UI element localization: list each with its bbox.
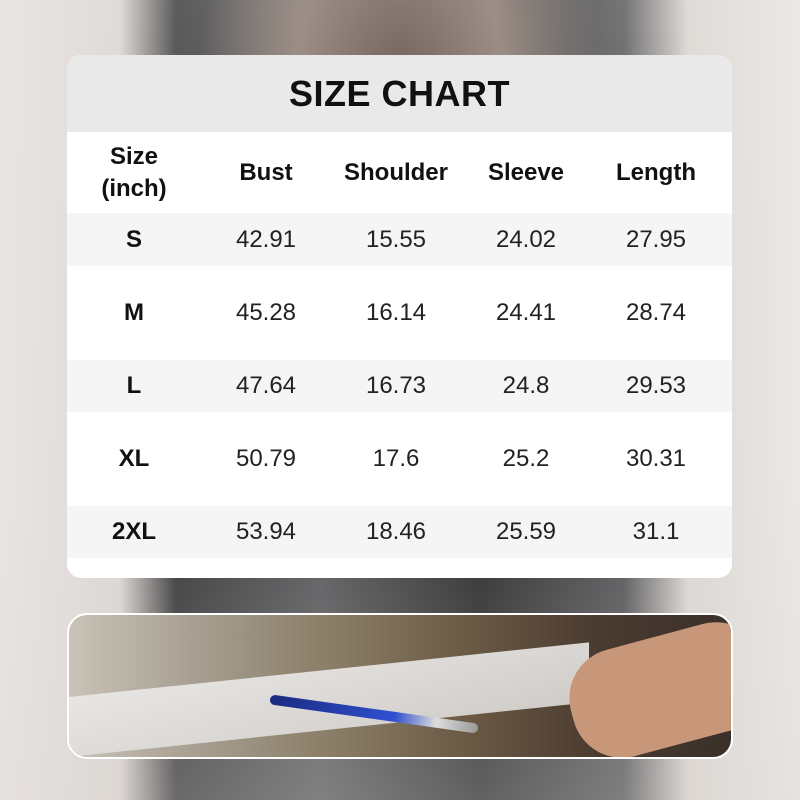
table-row: S 42.91 15.55 24.02 27.95 bbox=[67, 213, 732, 266]
bust-value: 50.79 bbox=[235, 445, 297, 473]
table-row: 2XL 53.94 18.46 25.59 31.1 bbox=[67, 506, 732, 558]
header-size: Size (inch) bbox=[67, 141, 201, 203]
header-size-line1: Size bbox=[109, 143, 159, 171]
sleeve-value: 25.2 bbox=[502, 445, 550, 473]
bust-value: 47.64 bbox=[235, 372, 297, 400]
hand-with-scissors-image bbox=[558, 615, 731, 757]
sleeve-value: 25.59 bbox=[495, 518, 557, 546]
header-length: Length bbox=[616, 158, 696, 186]
length-value: 29.53 bbox=[625, 372, 687, 400]
length-value: 27.95 bbox=[625, 225, 687, 253]
header-sleeve: Sleeve bbox=[487, 158, 565, 186]
size-chart-card: SIZE CHART Size (inch) Bust Shoulder Slee… bbox=[67, 55, 732, 578]
table-row: M 45.28 16.14 24.41 28.74 bbox=[67, 266, 732, 360]
sleeve-value: 24.41 bbox=[495, 299, 557, 327]
bust-value: 53.94 bbox=[235, 518, 297, 546]
sleeve-value: 24.02 bbox=[495, 225, 557, 253]
header-size-line2: (inch) bbox=[101, 174, 167, 202]
size-label: M bbox=[124, 299, 144, 327]
length-value: 30.31 bbox=[625, 445, 687, 473]
shoulder-value: 16.73 bbox=[365, 372, 427, 400]
fabric-paper bbox=[69, 642, 589, 757]
table-header-row: Size (inch) Bust Shoulder Sleeve Length bbox=[67, 132, 732, 213]
size-label: L bbox=[126, 372, 142, 400]
shoulder-value: 16.14 bbox=[365, 299, 427, 327]
length-value: 31.1 bbox=[632, 518, 680, 546]
bust-value: 45.28 bbox=[235, 299, 297, 327]
tailoring-photo bbox=[67, 613, 733, 759]
sleeve-value: 24.8 bbox=[502, 372, 550, 400]
size-label: XL bbox=[118, 445, 150, 473]
header-bust: Bust bbox=[239, 158, 293, 186]
size-chart-title: SIZE CHART bbox=[67, 55, 732, 132]
table-row: L 47.64 16.73 24.8 29.53 bbox=[67, 360, 732, 412]
length-value: 28.74 bbox=[625, 299, 687, 327]
shoulder-value: 18.46 bbox=[365, 518, 427, 546]
shoulder-value: 17.6 bbox=[372, 445, 420, 473]
header-shoulder: Shoulder bbox=[343, 158, 448, 186]
size-label: S bbox=[125, 225, 142, 253]
shoulder-value: 15.55 bbox=[365, 225, 427, 253]
size-label: 2XL bbox=[111, 518, 156, 546]
table-row: XL 50.79 17.6 25.2 30.31 bbox=[67, 412, 732, 506]
bust-value: 42.91 bbox=[235, 225, 297, 253]
